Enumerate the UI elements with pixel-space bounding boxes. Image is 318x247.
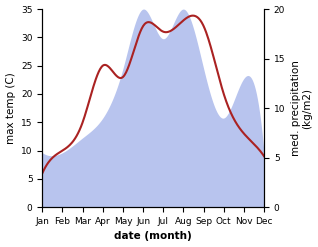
Y-axis label: max temp (C): max temp (C) xyxy=(5,72,16,144)
X-axis label: date (month): date (month) xyxy=(114,231,192,242)
Y-axis label: med. precipitation
(kg/m2): med. precipitation (kg/m2) xyxy=(291,60,313,156)
